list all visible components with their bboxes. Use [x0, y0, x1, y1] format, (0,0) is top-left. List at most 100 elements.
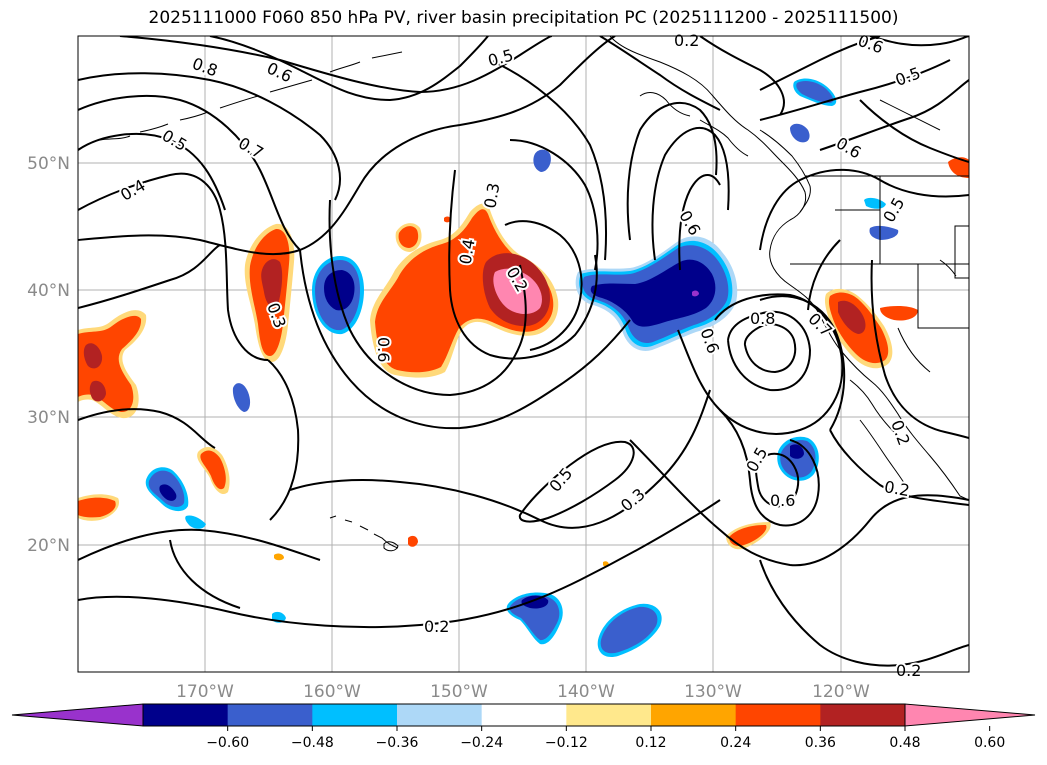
colorbar-swatch: [820, 704, 906, 726]
colorbar-swatch: [143, 704, 229, 726]
pv-contour: [755, 452, 800, 508]
borders: [790, 99, 969, 373]
colorbar: [11, 703, 1036, 727]
lat-label: 50°N: [27, 154, 70, 174]
lat-label: 30°N: [27, 408, 70, 428]
precip-patch: [185, 515, 206, 529]
coastline-hawaii: [329, 515, 399, 549]
colorbar-arrow-left: [11, 703, 144, 727]
precip-patch: [692, 290, 699, 297]
contour-label-halo: 0.2: [896, 661, 921, 680]
coastline-detail: [639, 92, 691, 117]
colorbar-tick-label: 0.48: [889, 735, 920, 751]
precip-patch: [444, 216, 451, 223]
pv-contour: [299, 249, 631, 430]
lon-label: 130°W: [684, 682, 742, 702]
precip-patch: [880, 305, 918, 321]
pv-contour: [743, 323, 797, 374]
lon-label: 140°W: [557, 682, 615, 702]
precip-patch: [261, 259, 283, 308]
border-state: [879, 99, 941, 131]
pv-contour: [819, 79, 969, 151]
border-state: [897, 327, 931, 373]
colorbar-swatch: [566, 704, 652, 726]
lon-label: 160°W: [303, 682, 361, 702]
precip-patch: [159, 484, 177, 501]
precip-patch: [790, 123, 810, 143]
precip-patch: [89, 380, 106, 402]
lat-label: 20°N: [27, 536, 70, 556]
precip-negative-patches: [145, 78, 899, 658]
precip-patch: [838, 300, 866, 334]
contour-label: 0.2: [896, 661, 921, 680]
contour-label: 0.3: [480, 181, 503, 209]
contour-label: 0.8: [750, 309, 775, 328]
coastline-detail: [859, 419, 907, 487]
pv-contour: [678, 174, 721, 271]
pv-contour: [699, 36, 785, 116]
contour-label-halo: 0.2: [424, 617, 449, 636]
longitude-labels: 170°W 160°W 150°W 140°W 130°W 120°W: [176, 682, 870, 702]
colorbar-swatch: [735, 704, 821, 726]
pv-contour: [629, 439, 969, 567]
colorbar-swatch: [312, 704, 398, 726]
precip-patch: [83, 343, 103, 369]
pv-contour: [169, 539, 241, 609]
precip-patch: [533, 149, 551, 172]
precip-patch: [375, 209, 554, 373]
pv-contour: [677, 293, 844, 435]
contour-label-halo: 0.2: [883, 477, 911, 500]
colorbar-ticks: −0.60 −0.48 −0.36 −0.24 −0.12 0.12 0.24 0.36 0.4…: [206, 726, 1005, 751]
colorbar-tick-label: −0.60: [206, 735, 249, 751]
pv-contour: [759, 168, 969, 251]
colorbar-arrow-right: [904, 703, 1036, 727]
colorbar-tick-label: 0.36: [805, 735, 836, 751]
coastline-detail: [699, 119, 749, 157]
precip-patch: [509, 595, 560, 641]
pv-contour: [78, 244, 221, 309]
pv-contour: [759, 295, 846, 431]
border-state: [917, 264, 969, 329]
contour-label: 0.4: [456, 237, 479, 265]
pv-contours: [78, 36, 969, 667]
pv-contour: [599, 36, 721, 111]
pv-contour: [870, 259, 969, 439]
latitude-labels: 50°N 40°N 30°N 20°N: [27, 154, 70, 556]
coastline-aleutian: [99, 79, 313, 141]
pv-contour: [759, 559, 969, 667]
precip-patch: [600, 606, 658, 654]
figure-title: 2025111000 F060 850 hPa PV, river basin …: [148, 8, 899, 28]
precip-patch: [324, 270, 355, 311]
colorbar-tick-label: 0.60: [974, 735, 1005, 751]
pv-contour: [509, 139, 599, 271]
coastline-bc: [759, 129, 811, 213]
gridlines: [78, 36, 969, 672]
pv-contour: [651, 126, 730, 261]
pv-contour: [78, 499, 721, 629]
pv-contour: [78, 72, 341, 201]
pv-contour: [504, 220, 583, 351]
pv-contour: [267, 359, 300, 521]
colorbar-swatch: [481, 704, 567, 726]
pv-contour: [78, 408, 216, 449]
pv-contour: [829, 429, 969, 506]
contour-label: 0.2: [674, 31, 699, 50]
pv-contour: [328, 199, 527, 397]
precip-patch: [869, 225, 899, 240]
lon-label: 150°W: [430, 682, 488, 702]
pv-contour: [119, 36, 553, 94]
contour-label: 0.6: [374, 337, 393, 362]
colorbar-swatch: [397, 704, 483, 726]
coastline-detail: [329, 51, 403, 73]
precip-patch: [790, 444, 804, 459]
colorbar-tick-label: 0.24: [720, 735, 751, 751]
pv-contour: [209, 36, 489, 102]
plot-area: [78, 36, 969, 672]
lat-label: 40°N: [27, 281, 70, 301]
coastline-detail: [849, 379, 895, 433]
contour-label-halo: 0.8: [750, 309, 775, 328]
pv-contour: [78, 528, 321, 561]
pv-contour: [448, 169, 598, 360]
contour-label-halo: 0.6: [374, 337, 393, 362]
colorbar-swatch: [651, 704, 737, 726]
